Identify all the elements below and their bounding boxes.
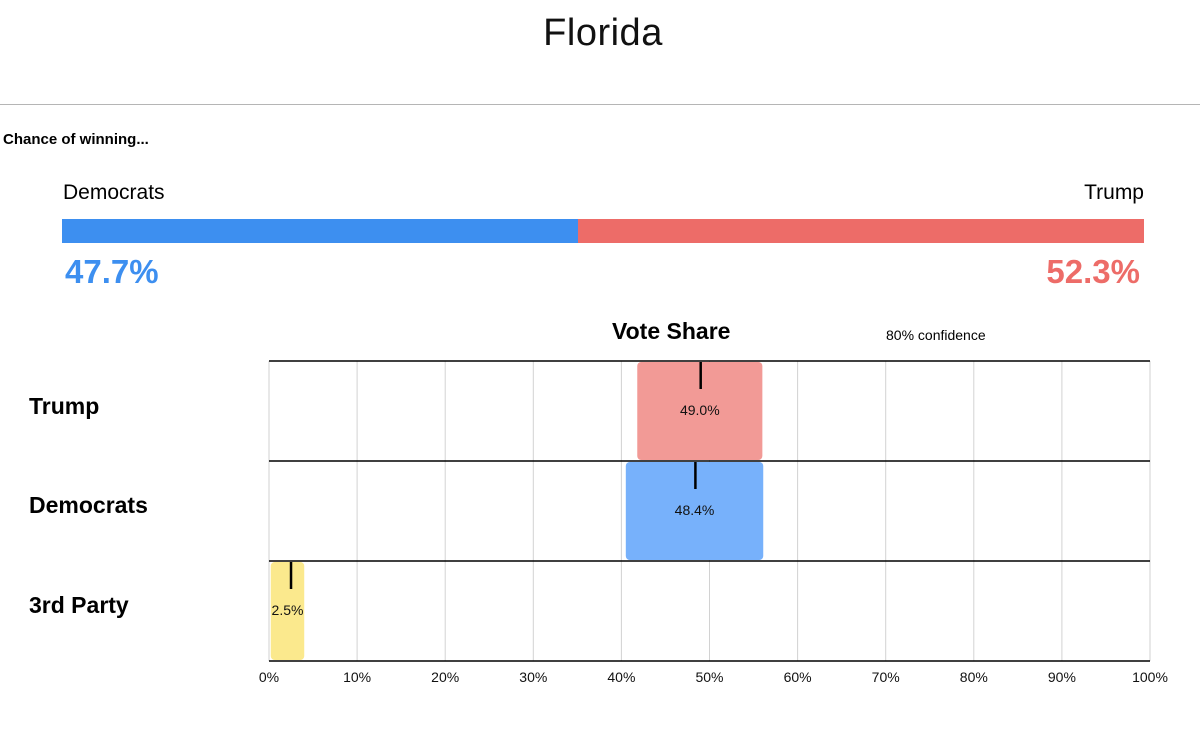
chance-bar xyxy=(62,219,1144,243)
bar-value-label: 49.0% xyxy=(680,402,720,418)
chance-heading: Chance of winning... xyxy=(3,131,149,148)
chance-bar-trump xyxy=(578,219,1144,243)
vote-bar-trump xyxy=(637,362,763,460)
header-divider xyxy=(0,104,1200,105)
x-tick-label: 60% xyxy=(784,669,812,685)
chance-right-name: Trump xyxy=(1084,181,1144,204)
bar-value-label: 48.4% xyxy=(675,502,715,518)
x-tick-label: 100% xyxy=(1132,669,1168,685)
chance-right-percent: 52.3% xyxy=(1046,253,1140,290)
vote-bar-3rd-party xyxy=(270,562,305,660)
x-tick-label: 40% xyxy=(607,669,635,685)
x-tick-label: 50% xyxy=(695,669,723,685)
row-label-trump: Trump xyxy=(29,393,100,419)
x-tick-label: 10% xyxy=(343,669,371,685)
x-tick-label: 30% xyxy=(519,669,547,685)
chance-left-name: Democrats xyxy=(63,181,165,204)
chart-title: Vote Share xyxy=(612,318,731,344)
bar-value-label: 2.5% xyxy=(272,602,304,618)
x-tick-label: 20% xyxy=(431,669,459,685)
x-tick-label: 90% xyxy=(1048,669,1076,685)
row-label-democrats: Democrats xyxy=(29,492,148,518)
confidence-note: 80% confidence xyxy=(886,327,986,343)
row-label-3rd-party: 3rd Party xyxy=(29,592,129,618)
x-tick-label: 70% xyxy=(872,669,900,685)
page-title: Florida xyxy=(543,12,663,54)
vote-bar-democrats xyxy=(625,462,764,560)
chance-bar-democrats xyxy=(62,219,579,243)
chance-left-percent: 47.7% xyxy=(65,253,159,290)
x-tick-label: 0% xyxy=(259,669,279,685)
x-tick-label: 80% xyxy=(960,669,988,685)
